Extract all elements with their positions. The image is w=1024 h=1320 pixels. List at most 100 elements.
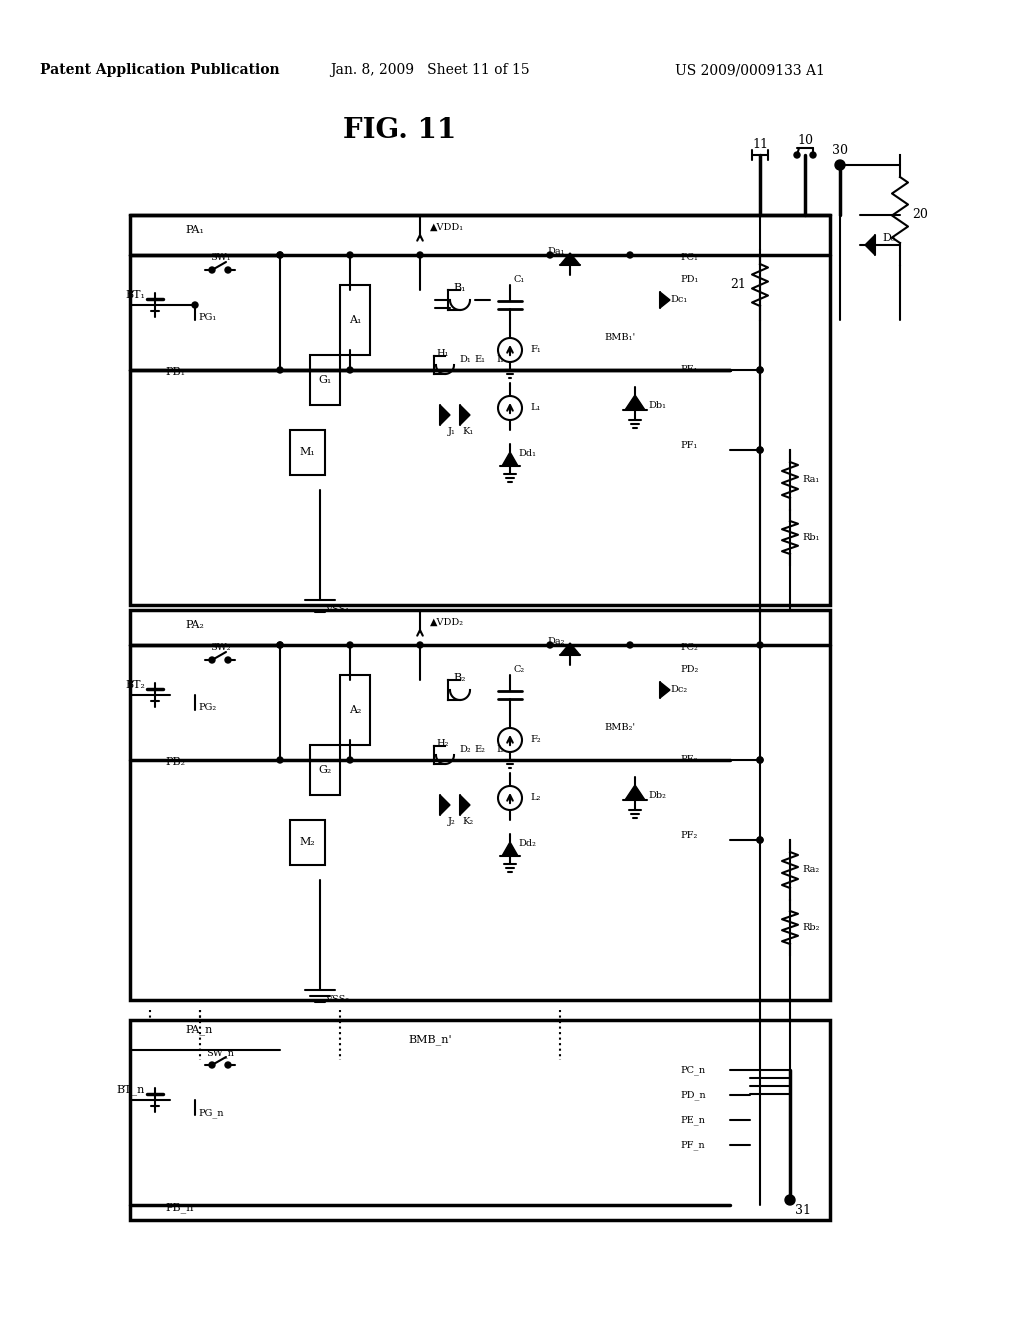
Text: Dd₁: Dd₁ xyxy=(518,450,536,458)
Circle shape xyxy=(278,642,283,648)
Text: PC₁: PC₁ xyxy=(680,252,698,261)
Circle shape xyxy=(757,367,763,374)
Text: 31: 31 xyxy=(795,1204,811,1217)
Text: D₁: D₁ xyxy=(459,355,471,364)
Text: PC₂: PC₂ xyxy=(680,643,697,652)
Text: BMB_n': BMB_n' xyxy=(409,1035,452,1045)
Text: 10: 10 xyxy=(797,133,813,147)
Text: BT_n: BT_n xyxy=(117,1085,145,1096)
Text: Ra₁: Ra₁ xyxy=(802,475,819,484)
Circle shape xyxy=(225,657,231,663)
Text: PF₂: PF₂ xyxy=(680,830,697,840)
Polygon shape xyxy=(560,643,580,655)
Text: D₀: D₀ xyxy=(882,234,895,243)
Text: A₁: A₁ xyxy=(349,315,361,325)
Text: Dd₂: Dd₂ xyxy=(518,840,536,849)
Text: H₁: H₁ xyxy=(437,348,450,358)
Text: ▲VDD₁: ▲VDD₁ xyxy=(430,223,464,231)
Circle shape xyxy=(757,367,763,374)
Circle shape xyxy=(278,252,283,257)
Circle shape xyxy=(757,447,763,453)
Text: VSS₁: VSS₁ xyxy=(325,606,349,615)
Text: SW_n: SW_n xyxy=(206,1048,233,1057)
Circle shape xyxy=(225,267,231,273)
Polygon shape xyxy=(460,405,470,425)
Circle shape xyxy=(757,447,763,453)
Circle shape xyxy=(757,756,763,763)
Circle shape xyxy=(757,642,763,648)
Circle shape xyxy=(794,152,800,158)
Bar xyxy=(290,820,325,865)
Text: 20: 20 xyxy=(912,209,928,222)
Text: I₁: I₁ xyxy=(496,355,504,364)
Text: SW₂: SW₂ xyxy=(210,644,230,652)
Text: 21: 21 xyxy=(730,279,746,292)
Text: Patent Application Publication: Patent Application Publication xyxy=(40,63,280,77)
Circle shape xyxy=(810,152,816,158)
Circle shape xyxy=(835,160,845,170)
Text: Dc₂: Dc₂ xyxy=(670,685,687,694)
Text: M₂: M₂ xyxy=(299,837,314,847)
Text: PA_n: PA_n xyxy=(185,1024,212,1035)
Bar xyxy=(290,430,325,475)
Polygon shape xyxy=(560,253,580,265)
Bar xyxy=(310,744,340,795)
Circle shape xyxy=(757,837,763,843)
Text: E₂: E₂ xyxy=(474,746,485,755)
Polygon shape xyxy=(660,292,670,308)
Polygon shape xyxy=(625,785,645,800)
Polygon shape xyxy=(460,795,470,814)
Circle shape xyxy=(209,657,215,663)
Circle shape xyxy=(209,1063,215,1068)
Text: C₂: C₂ xyxy=(514,665,525,675)
Text: PB₂: PB₂ xyxy=(165,756,185,767)
Circle shape xyxy=(278,367,283,374)
Text: PB₁: PB₁ xyxy=(165,367,185,378)
Circle shape xyxy=(347,642,353,648)
Circle shape xyxy=(347,252,353,257)
Text: PE_n: PE_n xyxy=(680,1115,705,1125)
Text: PG_n: PG_n xyxy=(198,1109,223,1118)
Text: BMB₂': BMB₂' xyxy=(604,723,636,733)
Polygon shape xyxy=(660,682,670,698)
Text: B₁: B₁ xyxy=(454,282,466,293)
Text: Db₁: Db₁ xyxy=(648,400,666,409)
Text: PE₂: PE₂ xyxy=(680,755,697,764)
Text: US 2009/0009133 A1: US 2009/0009133 A1 xyxy=(675,63,825,77)
Text: PC_n: PC_n xyxy=(680,1065,706,1074)
Text: Jan. 8, 2009   Sheet 11 of 15: Jan. 8, 2009 Sheet 11 of 15 xyxy=(330,63,529,77)
Text: F₁: F₁ xyxy=(530,346,541,355)
Circle shape xyxy=(757,756,763,763)
Text: J₁: J₁ xyxy=(449,428,456,437)
Text: PA₂: PA₂ xyxy=(185,620,204,630)
Circle shape xyxy=(225,1063,231,1068)
Text: C₁: C₁ xyxy=(514,276,525,285)
Polygon shape xyxy=(502,842,518,855)
Text: D₂: D₂ xyxy=(459,746,471,755)
Text: VSS₂: VSS₂ xyxy=(325,995,349,1005)
Text: M₁: M₁ xyxy=(299,447,314,457)
Circle shape xyxy=(417,642,423,648)
Circle shape xyxy=(785,1195,795,1205)
Text: BT₂: BT₂ xyxy=(125,680,145,690)
Text: F₂: F₂ xyxy=(530,735,541,744)
Text: J₂: J₂ xyxy=(449,817,456,826)
Text: PG₂: PG₂ xyxy=(198,704,216,713)
Text: L₂: L₂ xyxy=(530,793,541,803)
Text: PB_n: PB_n xyxy=(165,1203,194,1213)
Text: BMB₁': BMB₁' xyxy=(604,334,636,342)
Text: PD_n: PD_n xyxy=(680,1090,706,1100)
Text: PF₁: PF₁ xyxy=(680,441,697,450)
Circle shape xyxy=(757,837,763,843)
Text: L₁: L₁ xyxy=(530,404,541,412)
Circle shape xyxy=(278,252,283,257)
Circle shape xyxy=(627,252,633,257)
Polygon shape xyxy=(865,235,874,255)
Circle shape xyxy=(278,756,283,763)
Text: K₁: K₁ xyxy=(463,428,474,437)
Text: ▲VDD₂: ▲VDD₂ xyxy=(430,618,464,627)
Text: H₂: H₂ xyxy=(437,738,450,747)
Polygon shape xyxy=(440,795,450,814)
Text: SW₁: SW₁ xyxy=(210,253,230,263)
Circle shape xyxy=(193,302,198,308)
